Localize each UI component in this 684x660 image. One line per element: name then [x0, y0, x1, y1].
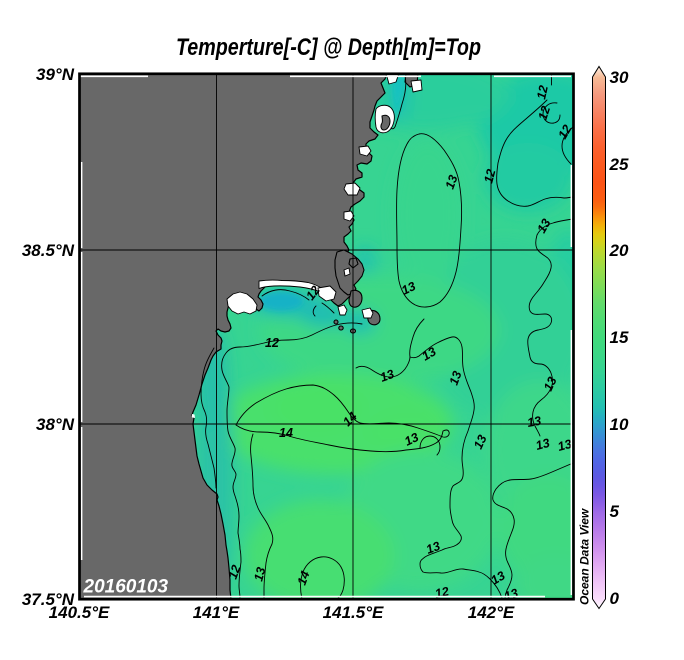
svg-text:10: 10: [610, 415, 629, 434]
svg-text:12: 12: [555, 122, 574, 141]
svg-text:38.5°N: 38.5°N: [22, 241, 75, 260]
svg-text:13: 13: [447, 369, 465, 387]
svg-text:12: 12: [226, 563, 244, 581]
svg-text:20160103: 20160103: [83, 577, 169, 598]
svg-text:13: 13: [534, 436, 551, 453]
svg-text:12: 12: [536, 104, 554, 122]
svg-text:12: 12: [265, 336, 279, 350]
svg-text:30: 30: [610, 68, 629, 87]
svg-text:13: 13: [420, 344, 439, 363]
svg-text:13: 13: [402, 430, 421, 449]
svg-text:13: 13: [526, 414, 542, 430]
svg-text:13: 13: [502, 586, 520, 604]
svg-text:12: 12: [434, 584, 451, 601]
svg-text:14: 14: [279, 426, 293, 440]
svg-text:25: 25: [609, 155, 629, 174]
svg-text:15: 15: [610, 328, 629, 347]
svg-text:14: 14: [295, 569, 313, 587]
svg-text:13: 13: [399, 279, 418, 298]
svg-text:141.5°E: 141.5°E: [323, 603, 384, 622]
svg-text:13: 13: [378, 367, 396, 385]
svg-text:0: 0: [610, 589, 620, 608]
svg-text:12: 12: [481, 168, 498, 185]
svg-text:12: 12: [534, 84, 551, 101]
svg-text:37.5°N: 37.5°N: [22, 590, 75, 609]
svg-text:13: 13: [541, 375, 560, 394]
svg-text:Temperture[-C] @ Depth[m]=Top: Temperture[-C] @ Depth[m]=Top: [176, 34, 481, 61]
svg-text:13: 13: [489, 568, 508, 587]
svg-text:12: 12: [303, 283, 323, 303]
svg-text:Ocean Data View: Ocean Data View: [578, 508, 592, 605]
svg-text:38°N: 38°N: [36, 415, 75, 434]
svg-text:13: 13: [534, 216, 553, 235]
svg-text:140.5°E: 140.5°E: [49, 603, 110, 622]
svg-text:5: 5: [610, 502, 620, 521]
svg-text:39°N: 39°N: [36, 65, 75, 84]
svg-text:13: 13: [471, 433, 490, 452]
svg-text:13: 13: [251, 566, 268, 583]
svg-text:13: 13: [556, 437, 573, 454]
svg-text:20: 20: [609, 241, 629, 260]
svg-text:13: 13: [424, 539, 442, 557]
svg-text:142°E: 142°E: [468, 603, 515, 622]
svg-text:141°E: 141°E: [193, 603, 240, 622]
svg-text:13: 13: [443, 173, 461, 191]
